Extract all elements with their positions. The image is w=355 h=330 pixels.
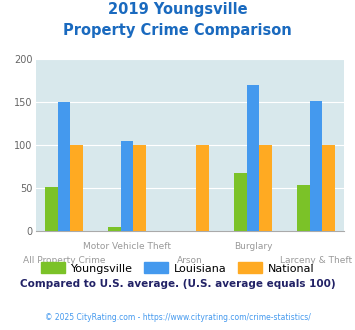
Bar: [322, 145, 335, 231]
Text: 2019 Youngsville: 2019 Youngsville: [108, 2, 247, 16]
Bar: [70, 145, 83, 231]
Bar: [45, 187, 58, 231]
Legend: Youngsville, Louisiana, National: Youngsville, Louisiana, National: [36, 258, 319, 278]
Bar: [310, 101, 322, 231]
Bar: [259, 145, 272, 231]
Bar: [133, 145, 146, 231]
Bar: [297, 185, 310, 231]
Text: Property Crime Comparison: Property Crime Comparison: [63, 23, 292, 38]
Bar: [196, 145, 209, 231]
Text: Larceny & Theft: Larceny & Theft: [280, 256, 352, 265]
Bar: [108, 227, 121, 231]
Bar: [121, 141, 133, 231]
Text: All Property Crime: All Property Crime: [23, 256, 105, 265]
Bar: [247, 85, 259, 231]
Text: Compared to U.S. average. (U.S. average equals 100): Compared to U.S. average. (U.S. average …: [20, 279, 335, 289]
Text: Burglary: Burglary: [234, 242, 272, 251]
Text: © 2025 CityRating.com - https://www.cityrating.com/crime-statistics/: © 2025 CityRating.com - https://www.city…: [45, 314, 310, 322]
Text: Arson: Arson: [177, 256, 203, 265]
Bar: [58, 102, 70, 231]
Text: Motor Vehicle Theft: Motor Vehicle Theft: [83, 242, 171, 251]
Bar: [234, 173, 247, 231]
